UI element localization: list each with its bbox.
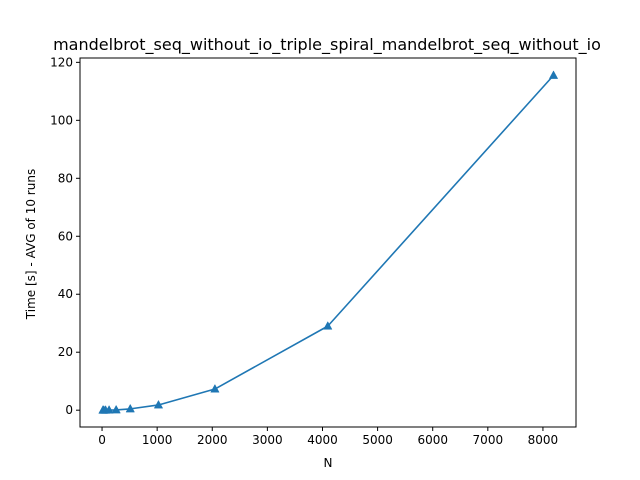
chart-title: mandelbrot_seq_without_io_triple_spiral_… <box>53 35 601 55</box>
y-axis: 0 20 40 60 80 100 120 <box>50 55 80 417</box>
data-point <box>323 321 333 330</box>
y-tick-label: 100 <box>50 113 73 127</box>
y-tick-label: 0 <box>65 403 73 417</box>
x-tick-label: 7000 <box>473 433 504 447</box>
y-tick-label: 80 <box>58 171 73 185</box>
y-tick-label: 40 <box>58 287 73 301</box>
y-tick-label: 120 <box>50 55 73 69</box>
y-axis-label: Time [s] - AVG of 10 runs <box>24 169 38 320</box>
x-tick-label: 3000 <box>252 433 283 447</box>
data-point <box>548 70 559 79</box>
x-tick-label: 4000 <box>307 433 338 447</box>
x-axis-label: N <box>324 456 333 470</box>
x-tick-label: 0 <box>98 433 106 447</box>
data-point <box>153 399 164 409</box>
y-tick-label: 20 <box>58 345 73 359</box>
data-point <box>125 403 135 413</box>
x-tick-label: 6000 <box>417 433 448 447</box>
plot-area <box>98 70 559 414</box>
y-tick-label: 60 <box>58 229 73 243</box>
plot-frame <box>79 57 577 428</box>
data-point <box>210 384 220 393</box>
x-tick-label: 8000 <box>528 433 559 447</box>
series-line <box>102 74 555 411</box>
x-tick-label: 2000 <box>197 433 228 447</box>
data-point <box>104 405 114 414</box>
x-axis: 0 1000 2000 3000 4000 5000 6000 7000 8000 <box>98 427 558 447</box>
x-tick-label: 1000 <box>142 433 173 447</box>
x-tick-label: 5000 <box>362 433 393 447</box>
data-point <box>111 404 121 414</box>
